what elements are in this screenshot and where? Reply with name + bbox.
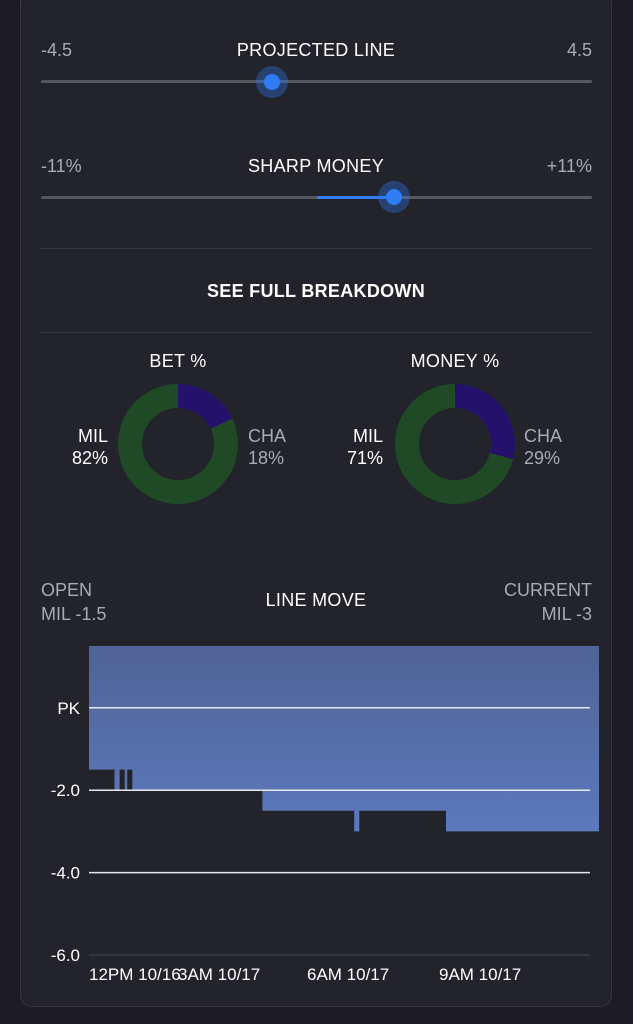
bet-pct-left-value: 82% <box>71 448 108 468</box>
divider <box>40 332 592 333</box>
sharp-money-title: SHARP MONEY <box>248 156 384 176</box>
projected-line-max-label: 4.5 <box>566 40 592 60</box>
money-pct-donut-chart <box>395 384 515 504</box>
odds-card <box>20 0 612 1007</box>
current-value: MIL -3 <box>541 604 592 624</box>
bet-pct-cha-segment <box>118 384 238 504</box>
sharp-money-slider-fill <box>316 196 394 199</box>
bet-pct-right-block: CHA 18% <box>248 425 286 469</box>
x-tick-label: 6AM 10/17 <box>307 965 389 984</box>
open-label: OPEN <box>41 580 93 600</box>
money-pct-right-team: CHA <box>524 426 563 446</box>
open-value: MIL -1.5 <box>41 604 107 624</box>
sharp-money-slider-thumb[interactable] <box>385 189 402 205</box>
money-pct-cha-segment <box>395 384 515 504</box>
y-tick-label: -6.0 <box>51 946 80 965</box>
projected-line-title: PROJECTED LINE <box>236 40 396 60</box>
bet-pct-left-block: MIL 82% <box>58 425 108 469</box>
open-line-block: OPEN MIL -1.5 <box>41 578 106 626</box>
money-pct-title: MONEY % <box>410 351 500 371</box>
bet-pct-donut-chart <box>118 384 238 504</box>
see-full-breakdown-button[interactable]: SEE FULL BREAKDOWN <box>206 281 426 301</box>
y-tick-label: PK <box>57 699 80 718</box>
x-tick-label: 3AM 10/17 <box>178 965 260 984</box>
divider <box>40 248 592 249</box>
y-tick-label: -4.0 <box>51 864 80 883</box>
sharp-money-max-label: +11% <box>546 156 592 176</box>
bet-pct-right-team: CHA <box>248 426 287 446</box>
y-tick-label: -2.0 <box>51 781 80 800</box>
projected-line-min-label: -4.5 <box>41 40 73 60</box>
money-pct-right-block: CHA 29% <box>524 425 562 469</box>
money-pct-left-team: MIL <box>352 426 383 446</box>
x-tick-label: 9AM 10/17 <box>439 965 521 984</box>
current-label: CURRENT <box>504 580 592 600</box>
projected-line-slider-track[interactable] <box>41 80 592 83</box>
money-pct-right-value: 29% <box>524 448 561 468</box>
x-tick-label: 12PM 10/16 <box>89 965 181 984</box>
current-line-block: CURRENT MIL -3 <box>504 578 592 626</box>
line-move-area <box>89 646 599 832</box>
projected-line-slider-thumb[interactable] <box>264 74 281 90</box>
bet-pct-right-value: 18% <box>248 448 285 468</box>
line-move-title: LINE MOVE <box>265 590 367 610</box>
money-pct-left-block: MIL 71% <box>335 425 383 469</box>
money-pct-left-value: 71% <box>346 448 383 468</box>
sharp-money-min-label: -11% <box>41 156 82 176</box>
bet-pct-title: BET % <box>149 351 207 371</box>
bet-pct-left-team: MIL <box>77 426 108 446</box>
